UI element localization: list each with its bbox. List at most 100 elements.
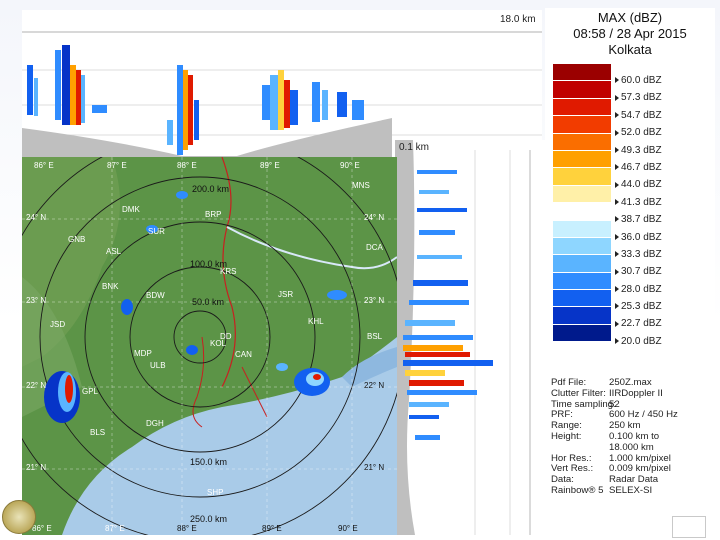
legend-panel: MAX (dBZ) 08:58 / 28 Apr 2015 Kolkata 60…: [545, 8, 715, 533]
product-title: MAX (dBZ): [597, 10, 663, 25]
metadata-key: Range:: [551, 420, 582, 432]
lat-label-left-1: 24° N: [26, 213, 47, 222]
station-name: Kolkata: [608, 42, 652, 57]
legend-tick-icon: [615, 268, 619, 275]
east-west-cross-section: 0.1 km: [395, 140, 545, 535]
metadata-value: 250Z.max: [609, 377, 652, 388]
timestamp: 08:58 / 28 Apr 2015: [573, 26, 687, 41]
legend-label: 44.0 dBZ: [615, 176, 662, 193]
legend-label-text: 30.7 dBZ: [621, 266, 662, 278]
metadata-key: Rainbow® 5: [551, 484, 604, 496]
range-rings: [22, 157, 397, 535]
lon-label-bottom-2: 87° E: [105, 524, 125, 533]
legend-label: 38.7 dBZ: [615, 211, 662, 228]
legend-label-text: 20.0 dBZ: [621, 335, 662, 347]
legend-swatch: [553, 64, 611, 82]
station-mdp: MDP: [134, 349, 152, 358]
ring-label-250: 250.0 km: [190, 514, 228, 524]
legend-label-text: 28.0 dBZ: [621, 283, 662, 295]
legend-label: 25.3 dBZ: [615, 298, 662, 315]
station-dd: DD: [220, 332, 232, 341]
legend-swatch: [553, 116, 611, 134]
metadata-row: Time sampling: 52: [551, 398, 711, 411]
legend-tick-icon: [615, 320, 619, 327]
legend-label: 49.3 dBZ: [615, 142, 662, 159]
station-brp: BRP: [205, 210, 222, 219]
right-height-label: 0.1 km: [399, 142, 430, 153]
top-height-label: 18.0 km: [500, 14, 536, 25]
station-khl: KHL: [308, 317, 324, 326]
station-bls: BLS: [90, 428, 106, 437]
lon-label-top-5: 90° E: [340, 161, 360, 170]
metadata-key: Vert Res.:: [551, 463, 594, 475]
metadata-value: Radar Data: [609, 474, 659, 486]
legend-swatch: [553, 272, 611, 291]
north-south-cross-section-plot: [22, 31, 542, 160]
station-jsr: JSR: [278, 290, 294, 299]
metadata-key: [551, 443, 607, 454]
lat-label-left-4: 21° N: [26, 463, 47, 472]
legend-swatch: [553, 81, 611, 99]
legend-swatch: [553, 203, 611, 221]
station-kol: KOL: [210, 339, 227, 348]
lon-label-top-2: 87° E: [107, 161, 127, 170]
legend-tick-icon: [615, 94, 619, 101]
metadata-row: PRF: 600 Hz / 450 Hz: [551, 410, 711, 421]
legend-label-text: 52.0 dBZ: [621, 127, 662, 139]
legend-tick-icon: [615, 233, 619, 240]
legend-label-text: 57.3 dBZ: [621, 92, 662, 104]
lon-label-top-3: 88° E: [177, 161, 197, 170]
agency-logo: [2, 500, 36, 534]
lat-label-right-4: 21° N: [364, 463, 385, 472]
station-can: CAN: [235, 350, 252, 359]
legend-tick-icon: [615, 251, 619, 258]
legend-label-text: 41.3 dBZ: [621, 196, 662, 208]
legend-swatch: [553, 237, 611, 256]
ppi-map-canvas: [22, 157, 397, 535]
station-dgh: DGH: [146, 419, 164, 428]
legend-label: 20.0 dBZ: [615, 333, 662, 350]
echo-rows: [403, 170, 493, 440]
legend-swatch: [553, 220, 611, 238]
station-krs: KRS: [220, 267, 237, 276]
legend-swatch: [553, 307, 611, 325]
metadata-value: 52: [609, 398, 620, 410]
legend-label-text: 36.0 dBZ: [621, 231, 662, 243]
ppi-map: 50.0 km 100.0 km 150.0 km 200.0 km 250.0…: [22, 157, 397, 535]
metadata-key: Pdf File:: [551, 377, 587, 388]
lon-label-bottom-4: 89° E: [262, 524, 282, 533]
legend-label: 28.0 dBZ: [615, 281, 662, 298]
station-bnk: BNK: [102, 282, 119, 291]
color-scale-labels: 60.0 dBZ 57.3 dBZ 54.7 dBZ 52.0 dBZ 49.3 dBZ…: [615, 72, 662, 350]
legend-label: 36.0 dBZ: [615, 229, 662, 246]
lat-label-right-2: 23° N: [364, 296, 385, 305]
station-mns: MNS: [352, 181, 370, 190]
legend-label-text: 60.0 dBZ: [621, 75, 662, 86]
station-gpl: GPL: [82, 387, 99, 396]
legend-title: MAX (dBZ) 08:58 / 28 Apr 2015 Kolkata: [555, 10, 705, 58]
legend-label: 22.7 dBZ: [615, 315, 662, 332]
legend-tick-icon: [615, 129, 619, 136]
lon-label-bottom-1: 86° E: [32, 524, 52, 533]
legend-swatch: [553, 98, 611, 117]
lat-label-left-3: 22° N: [26, 381, 47, 390]
legend-swatch: [553, 290, 611, 308]
legend-tick-icon: [615, 77, 619, 84]
station-bdw: BDW: [146, 291, 165, 300]
lon-label-top-4: 89° E: [260, 161, 280, 170]
legend-label: 52.0 dBZ: [615, 124, 662, 141]
metadata-row: Height: 0.100 km to: [551, 430, 711, 443]
metadata-row: Pdf File: 250Z.max: [551, 377, 711, 389]
metadata-block: Pdf File: 250Z.max Clutter Filter: IIRDoppl…: [551, 377, 711, 497]
metadata-value: 0.100 km to: [609, 430, 660, 442]
legend-label-text: 25.3 dBZ: [621, 301, 662, 313]
legend-label-text: 38.7 dBZ: [621, 214, 662, 226]
lon-label-top-1: 86° E: [34, 161, 54, 170]
metadata-value: 250 km: [609, 420, 641, 432]
station-shp: SHP: [207, 488, 224, 497]
legend-tick-icon: [615, 146, 619, 153]
metadata-value: 1.000 km/pixel: [609, 452, 671, 464]
footer-badge: [672, 516, 706, 538]
legend-tick-icon: [615, 164, 619, 171]
